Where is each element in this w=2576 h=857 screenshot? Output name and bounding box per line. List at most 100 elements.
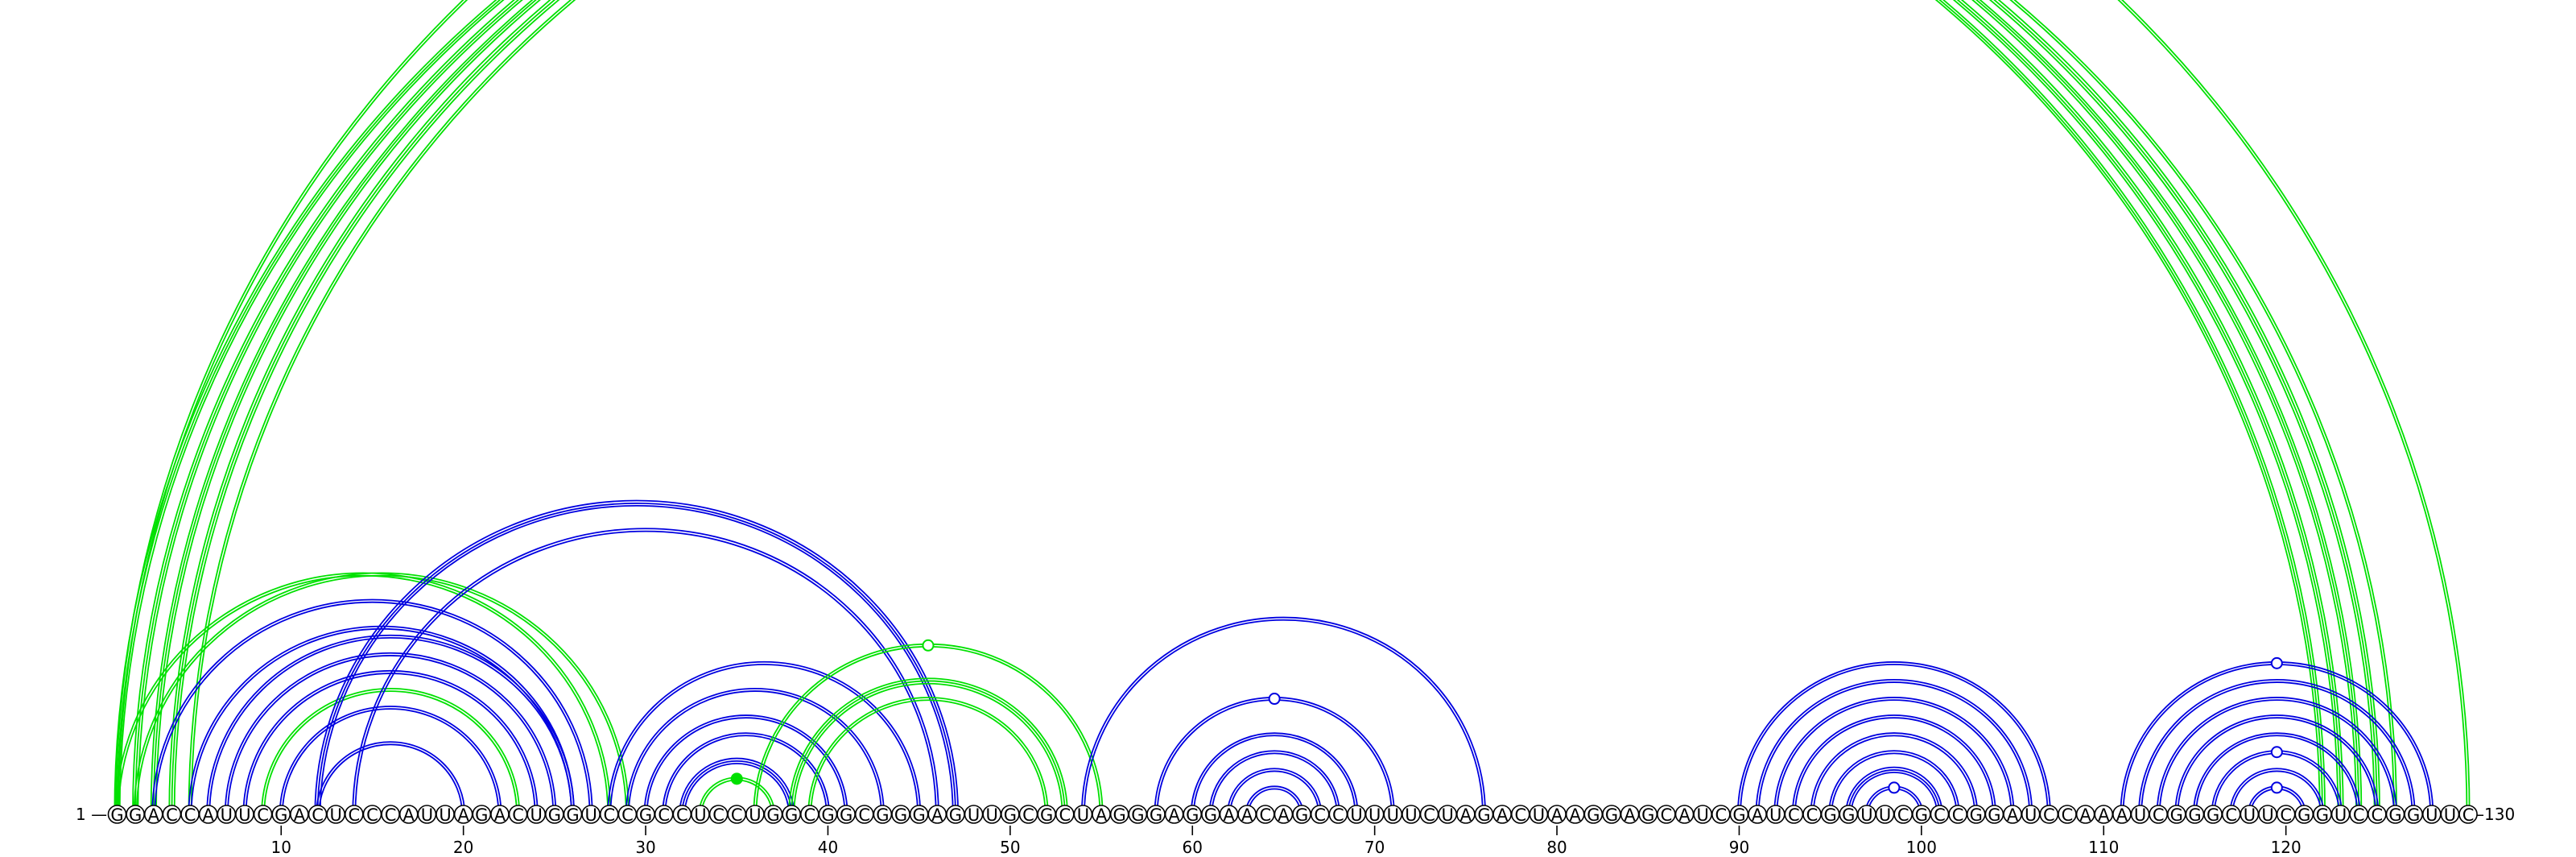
base-pair-arc [1773,697,2015,815]
nucleotide: A [490,805,510,825]
arc-strand [316,741,466,815]
nucleotide-letter: C [2353,805,2365,825]
arc-strand [1211,752,1338,815]
nucleotide: G [1201,805,1220,825]
nucleotide: C [308,805,328,825]
nucleotide-letter: A [2007,805,2019,825]
nucleotide: G [909,805,929,825]
tick-label: 20 [453,838,473,857]
arc-strand [188,0,2397,815]
nucleotide: C [654,805,674,825]
arc-strand [1245,785,1304,815]
nucleotide: C [381,805,400,825]
nucleotide: C [1802,805,1822,825]
nucleotide-letter: A [1096,805,1108,825]
nucleotide: G [2167,805,2186,825]
base-pair-arc [2229,768,2325,815]
tick-label: 80 [1546,838,1567,857]
nucleotide: A [1492,805,1512,825]
nucleotide-letter: U [238,805,250,825]
nucleotide: G [1146,805,1166,825]
arc-apex-marker [2270,746,2283,759]
nucleotide-letter: A [1278,805,1290,825]
nucleotide-letter: G [1113,805,1126,825]
arc-strand [281,708,500,815]
position-tick: 10 [271,826,291,857]
nucleotide: C [1657,805,1676,825]
nucleotide-letter: G [1988,805,2000,825]
base-pair-arc [1736,660,2051,815]
base-pair-arc [1227,768,1323,815]
nucleotide: G [1037,805,1056,825]
nucleotide: A [1547,805,1567,825]
nucleotide: U [2240,805,2260,825]
nucleotide: G [763,805,783,825]
nucleotide: U [235,805,254,825]
nucleotide-letter: C [366,805,378,825]
nucleotide-letter: C [166,805,178,825]
arc-strand [227,655,555,815]
nucleotide-letter: G [2207,805,2219,825]
tick-label: 50 [1000,838,1020,857]
nucleotide: G [891,805,910,825]
nucleotide: C [672,805,692,825]
nucleotide: C [2458,805,2478,825]
nucleotide-letter: G [894,805,907,825]
nucleotide: U [2021,805,2041,825]
base-pair-arc [1154,693,1395,815]
arc-strand [1080,616,1486,815]
arc-strand [173,0,2376,815]
nucleotide-letter: G [840,805,852,825]
nucleotide-letter: C [858,805,870,825]
nucleotide-letter: A [1496,805,1509,825]
base-pair-arc [352,528,939,815]
nucleotide: C [362,805,382,825]
nucleotide-letter: C [1514,805,1526,825]
nucleotide: C [2149,805,2168,825]
base-pair-arc [133,572,630,815]
nucleotide: A [1164,805,1184,825]
arc-strand [1791,714,1996,815]
nucleotide: A [2003,805,2022,825]
nucleotide-letter: G [821,805,834,825]
base-pair-arc [788,677,1068,815]
nucleotide-letter: A [1241,805,1253,825]
arc-strand [810,699,1046,815]
nucleotide-letter: U [2425,805,2438,825]
arc-strand [788,677,1068,815]
arc-strand [625,687,885,815]
nucleotide-letter: C [1952,805,1964,825]
nucleotide-letter: A [457,805,469,825]
nucleotide: A [398,805,419,825]
nucleotide: U [581,805,601,825]
nucleotide-letter: U [749,805,761,825]
arc-apex-marker [2270,781,2283,794]
nucleotide-letter: G [475,805,488,825]
nucleotide: G [2185,805,2205,825]
nucleotide-letter: U [1442,805,1454,825]
nucleotide-letter: C [312,805,324,825]
nucleotide-letter: G [2188,805,2201,825]
position-tick: 120 [2271,826,2301,857]
nucleotide-letter: C [1259,805,1271,825]
nucleotide: U [964,805,984,825]
nucleotide: U [1857,805,1876,825]
base-pair-arc [662,732,830,815]
nucleotide: A [1748,805,1767,825]
tick-layer: 10 20 30 40 50 60 70 80 90 100 110 120 [271,826,2301,857]
nucleotide-letter: G [1186,805,1199,825]
base-pair-arc [607,660,922,815]
nucleotide-letter: C [676,805,688,825]
nucleotide-letter: C [2153,805,2165,825]
arc-strand [1227,768,1323,815]
nucleotide-letter: U [1769,805,1781,825]
arc-strand [607,660,922,815]
nucleotide: A [1092,805,1111,825]
arc-strand [1850,772,1938,815]
arc-strand [154,601,591,815]
nucleotide-letter: U [329,805,341,825]
arc-apex-marker [1888,781,1901,794]
nucleotide-letter: U [584,805,597,825]
nucleotide: G [782,805,801,825]
base-pair-arc [151,598,593,815]
